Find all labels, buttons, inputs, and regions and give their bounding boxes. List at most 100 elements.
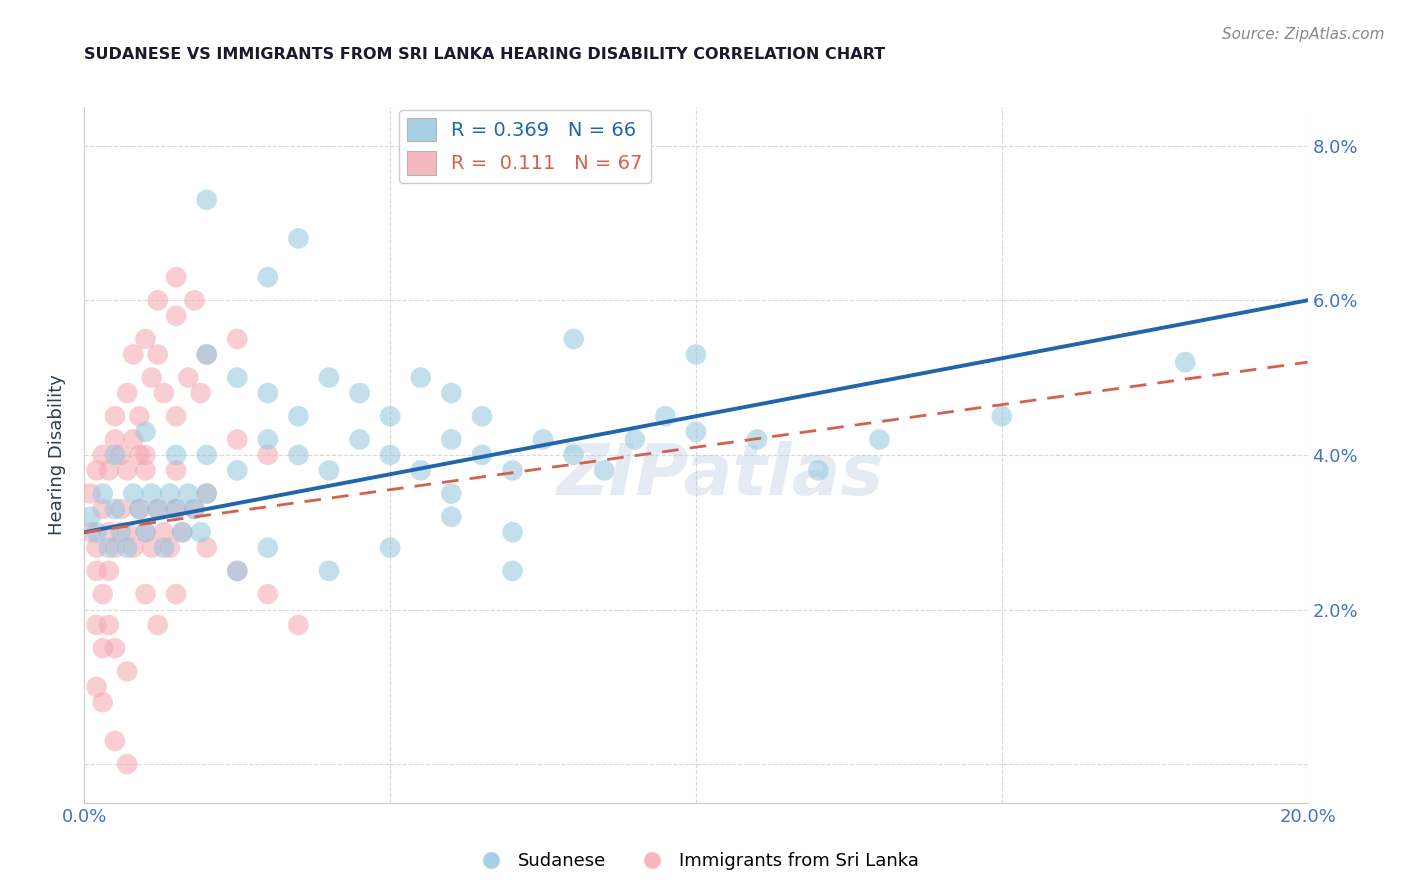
Point [190,386,212,401]
Point [115,463,138,477]
Point [104,502,127,516]
Point [86,680,108,694]
Point [1174,355,1197,369]
Point [165,502,187,516]
Point [226,370,249,384]
Point [86,618,108,632]
Point [440,433,463,447]
Point [287,409,309,424]
Point [183,293,205,308]
Point [91,641,114,656]
Point [287,231,309,245]
Point [593,463,616,477]
Point [257,386,280,401]
Point [110,525,132,540]
Point [685,425,707,439]
Point [110,448,132,462]
Point [153,525,176,540]
Point [531,433,554,447]
Point [115,386,138,401]
Point [135,587,157,601]
Point [122,486,145,500]
Point [195,347,218,361]
Point [97,463,120,477]
Point [165,448,187,462]
Point [440,386,463,401]
Point [86,463,108,477]
Point [226,564,249,578]
Point [146,618,169,632]
Point [349,386,371,401]
Point [79,509,101,524]
Point [440,509,463,524]
Point [257,270,280,285]
Point [440,486,463,500]
Point [104,448,127,462]
Point [86,564,108,578]
Point [257,448,280,462]
Point [165,463,187,477]
Text: Source: ZipAtlas.com: Source: ZipAtlas.com [1222,27,1385,42]
Point [135,463,157,477]
Point [991,409,1014,424]
Point [172,525,194,540]
Point [747,433,769,447]
Point [122,541,145,555]
Point [471,448,494,462]
Point [135,525,157,540]
Text: ZIPatlas: ZIPatlas [557,442,884,510]
Point [86,525,108,540]
Point [165,409,187,424]
Point [195,486,218,500]
Point [153,386,176,401]
Point [128,502,150,516]
Point [104,541,127,555]
Point [104,641,127,656]
Point [257,587,280,601]
Point [287,448,309,462]
Point [165,502,187,516]
Point [128,448,150,462]
Point [97,618,120,632]
Point [141,370,163,384]
Point [165,587,187,601]
Point [122,433,145,447]
Point [135,425,157,439]
Point [128,502,150,516]
Point [165,270,187,285]
Point [183,502,205,516]
Point [115,541,138,555]
Point [287,618,309,632]
Point [257,541,280,555]
Point [562,448,585,462]
Point [141,541,163,555]
Point [115,525,138,540]
Point [226,564,249,578]
Point [380,541,402,555]
Point [380,448,402,462]
Point [318,564,340,578]
Point [91,448,114,462]
Point [502,463,524,477]
Legend: Sudanese, Immigrants from Sri Lanka: Sudanese, Immigrants from Sri Lanka [465,845,927,877]
Point [115,665,138,679]
Point [135,448,157,462]
Point [409,370,432,384]
Point [654,409,676,424]
Point [141,486,163,500]
Point [104,433,127,447]
Point [471,409,494,424]
Point [409,463,432,477]
Point [159,486,181,500]
Point [165,309,187,323]
Point [172,525,194,540]
Point [159,541,181,555]
Point [79,486,101,500]
Point [91,695,114,709]
Point [195,541,218,555]
Point [135,525,157,540]
Point [195,347,218,361]
Point [318,370,340,384]
Point [128,409,150,424]
Point [195,448,218,462]
